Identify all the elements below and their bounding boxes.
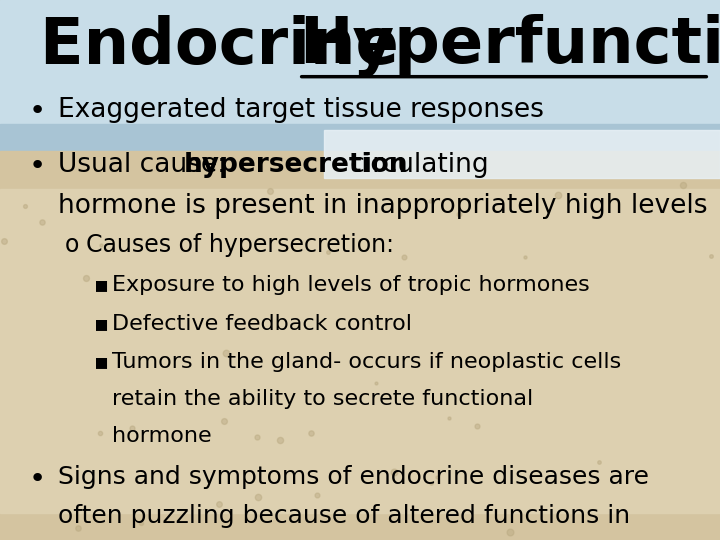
Text: •: • bbox=[29, 465, 46, 494]
Text: - circulating: - circulating bbox=[324, 152, 489, 178]
Bar bbox=[0, 151, 720, 540]
Text: Causes of hypersecretion:: Causes of hypersecretion: bbox=[86, 233, 395, 257]
Text: o: o bbox=[65, 233, 79, 257]
Bar bbox=[0, 124, 720, 189]
Text: Exposure to high levels of tropic hormones: Exposure to high levels of tropic hormon… bbox=[112, 275, 590, 295]
Text: ▪: ▪ bbox=[94, 314, 109, 334]
Text: ▪: ▪ bbox=[94, 275, 109, 295]
Text: •: • bbox=[29, 152, 46, 180]
Text: hypersecretion: hypersecretion bbox=[184, 152, 408, 178]
Text: Usual cause:: Usual cause: bbox=[58, 152, 234, 178]
Text: hormone is present in inappropriately high levels: hormone is present in inappropriately hi… bbox=[58, 193, 707, 219]
Text: Hyperfunction: Hyperfunction bbox=[299, 15, 720, 77]
Text: Signs and symptoms of endocrine diseases are: Signs and symptoms of endocrine diseases… bbox=[58, 465, 649, 489]
Text: •: • bbox=[29, 97, 46, 125]
Text: Tumors in the gland- occurs if neoplastic cells: Tumors in the gland- occurs if neoplasti… bbox=[112, 352, 621, 372]
Bar bbox=[0, 189, 720, 513]
Text: Exaggerated target tissue responses: Exaggerated target tissue responses bbox=[58, 97, 544, 123]
Text: retain the ability to secrete functional: retain the ability to secrete functional bbox=[112, 389, 533, 409]
Text: often puzzling because of altered functions in: often puzzling because of altered functi… bbox=[58, 504, 630, 528]
Text: Endocrine: Endocrine bbox=[40, 15, 420, 77]
Bar bbox=[324, 130, 720, 178]
Text: Defective feedback control: Defective feedback control bbox=[112, 314, 412, 334]
Text: hormone: hormone bbox=[112, 426, 211, 446]
Text: ▪: ▪ bbox=[94, 352, 109, 372]
Bar bbox=[0, 0, 720, 151]
